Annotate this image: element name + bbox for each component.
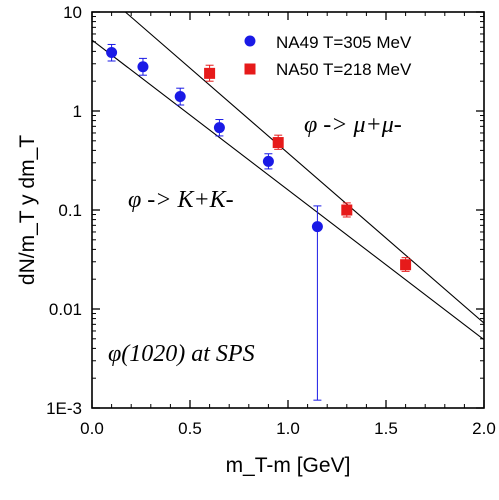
y-tick-label: 10: [63, 3, 82, 22]
fit-line-2: [124, 12, 484, 324]
data-point-na50-3: [341, 204, 353, 216]
annotation-phi-mumu: φ -> μ+μ-: [304, 112, 402, 138]
data-point-na50-2: [272, 137, 284, 149]
annotation-phi-kk: φ -> K+K-: [128, 187, 234, 213]
legend-label-na50: NA50 T=218 MeV: [276, 60, 412, 79]
y-axis-ticks: 10 1 0.1 0.01 1E-3: [46, 3, 484, 418]
annotation-phi1020-sps: φ(1020) at SPS: [108, 341, 255, 367]
y-axis-label: dN/m_T y dm_T: [16, 135, 39, 285]
x-tick-label: 1.5: [374, 419, 398, 438]
y-tick-label: 0.1: [58, 201, 82, 220]
x-tick-label: 2.0: [472, 419, 496, 438]
y-tick-label: 1: [73, 102, 82, 121]
data-point-na49-1: [106, 46, 118, 58]
data-point-na50-4: [400, 259, 412, 271]
data-point-na50-1: [204, 67, 216, 79]
legend-marker-na49: [244, 35, 256, 47]
data-point-na49-5: [262, 155, 274, 167]
x-tick-label: 1.0: [276, 419, 300, 438]
data-point-na49-2: [137, 61, 149, 73]
y-tick-label: 0.01: [49, 300, 82, 319]
x-axis-label: m_T-m [GeV]: [226, 454, 351, 477]
x-tick-label: 0.0: [80, 419, 104, 438]
legend-label-na49: NA49 T=305 MeV: [276, 33, 412, 52]
legend-marker-na50: [244, 63, 256, 75]
y-tick-label: 1E-3: [46, 399, 82, 418]
data-point-na49-3: [174, 91, 186, 103]
x-axis-ticks: 0.0 0.5 1.0 1.5 2.0: [80, 12, 496, 438]
x-tick-label: 0.5: [178, 419, 202, 438]
fit-line-1: [92, 39, 484, 341]
legend: NA49 T=305 MeV NA50 T=218 MeV: [244, 33, 412, 79]
fit-lines: [92, 12, 484, 341]
data-markers: [106, 46, 412, 271]
data-point-na49-6: [311, 221, 323, 233]
data-point-na49-4: [213, 122, 225, 134]
